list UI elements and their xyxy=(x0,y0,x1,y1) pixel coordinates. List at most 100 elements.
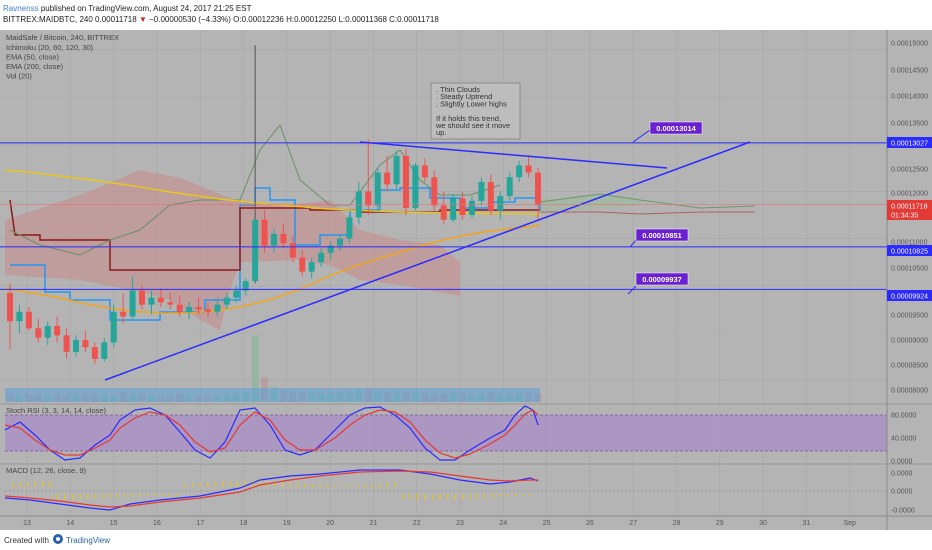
candle-body[interactable] xyxy=(148,297,155,305)
candlestick-series xyxy=(7,45,541,364)
candle-body[interactable] xyxy=(431,177,438,206)
macd-histogram-bar xyxy=(244,481,246,487)
candle-body[interactable] xyxy=(535,172,541,205)
candle-body[interactable] xyxy=(516,165,523,178)
candle-body[interactable] xyxy=(223,297,230,305)
macd-histogram-bar xyxy=(207,482,209,487)
candle-body[interactable] xyxy=(157,297,164,303)
candle-body[interactable] xyxy=(469,200,475,215)
candle-body[interactable] xyxy=(25,311,32,329)
candle-body[interactable] xyxy=(318,252,325,263)
candle-body[interactable] xyxy=(327,245,334,253)
volume-bars xyxy=(5,335,542,402)
time-tick-label: 13 xyxy=(23,520,31,527)
candle-body[interactable] xyxy=(195,307,202,310)
symbol-title: MaidSafe / Bitcoin, 240, BITTREX xyxy=(6,33,119,42)
candle-body[interactable] xyxy=(35,328,42,338)
candle-body[interactable] xyxy=(365,191,372,206)
candle-body[interactable] xyxy=(63,335,70,352)
candle-body[interactable] xyxy=(242,281,249,291)
candle-body[interactable] xyxy=(506,177,513,197)
candle-body[interactable] xyxy=(440,205,447,220)
macd-histogram-bar xyxy=(514,494,516,497)
macd-histogram-bar xyxy=(297,483,299,487)
level-label-box[interactable] xyxy=(649,121,703,135)
candle-body[interactable] xyxy=(16,311,23,322)
price-tag xyxy=(887,209,932,220)
candle-body[interactable] xyxy=(167,302,174,305)
symbol-line: BITTREX:MAIDBTC, 240 0.00011718 ▼ −0.000… xyxy=(3,15,439,24)
macd-histogram-bar xyxy=(312,484,314,487)
stoch-band xyxy=(5,415,887,451)
ascending-trendline[interactable] xyxy=(104,141,751,381)
candle-body[interactable] xyxy=(374,172,381,206)
candle-body[interactable] xyxy=(205,309,211,312)
candle-body[interactable] xyxy=(421,165,428,178)
price-tick-label: 0.00012500 xyxy=(891,167,928,174)
time-tick-label: 28 xyxy=(673,520,681,527)
candle-body[interactable] xyxy=(525,165,532,173)
candle-body[interactable] xyxy=(120,311,127,317)
price-tick-label: 0.00013500 xyxy=(891,121,928,128)
note-box[interactable] xyxy=(430,82,521,140)
level-label-box[interactable] xyxy=(635,228,689,242)
time-axis[interactable]: 13 14 15 16 17 18 19 20 21 22 23 24 25 26 27 28 29 30 31 Se… xyxy=(23,520,856,527)
candle-body[interactable] xyxy=(54,325,61,336)
candle-body[interactable] xyxy=(478,181,485,201)
candle-body[interactable] xyxy=(299,257,306,272)
chart-area[interactable]: 0.00013014 0.00010851 0.00009937 . Thin … xyxy=(0,30,932,530)
candle-body[interactable] xyxy=(459,198,466,215)
candle-body[interactable] xyxy=(412,165,419,208)
candle-body[interactable] xyxy=(176,304,183,312)
macd-histogram-bar xyxy=(64,494,66,500)
macd-title: MACD (12, 26, close, 9) xyxy=(6,466,87,475)
macd-histogram-bar xyxy=(492,494,494,498)
time-tick-label: 20 xyxy=(326,520,334,527)
candle-body[interactable] xyxy=(110,311,117,343)
candle-body[interactable] xyxy=(129,290,136,317)
candle-body[interactable] xyxy=(487,181,494,211)
candle-body[interactable] xyxy=(280,233,287,244)
candle-body[interactable] xyxy=(403,156,409,208)
level-label-pointer xyxy=(629,239,637,248)
macd-histogram-bar xyxy=(417,494,419,500)
candle-body[interactable] xyxy=(384,172,391,185)
candle-body[interactable] xyxy=(186,307,193,312)
candle-body[interactable] xyxy=(82,340,89,348)
stoch-title: Stoch RSI (3, 3, 14, 14, close) xyxy=(6,406,107,415)
candle-body[interactable] xyxy=(233,290,240,298)
macd-histogram-bar xyxy=(94,494,96,499)
price-tick-label: 0.00008000 xyxy=(891,388,928,395)
candle-body[interactable] xyxy=(450,198,457,220)
chart-canvas[interactable]: 0.00013014 0.00010851 0.00009937 . Thin … xyxy=(0,30,932,530)
tradingview-link[interactable]: TradingView xyxy=(66,536,111,545)
candle-body[interactable] xyxy=(261,219,268,246)
candle-body[interactable] xyxy=(214,304,221,312)
candle-body[interactable] xyxy=(252,219,259,282)
candle-body[interactable] xyxy=(271,233,277,246)
candle-body[interactable] xyxy=(7,292,13,322)
candle-body[interactable] xyxy=(308,262,315,272)
symbol-name: BITTREX:MAIDBTC, 240 xyxy=(3,15,93,24)
tradingview-logo-icon[interactable] xyxy=(52,533,64,545)
candle-body[interactable] xyxy=(44,325,51,338)
candle-body[interactable] xyxy=(393,156,400,185)
candle-body[interactable] xyxy=(337,238,343,246)
time-tick-label: 16 xyxy=(153,520,161,527)
macd-histogram-bar xyxy=(34,481,36,487)
candle-body[interactable] xyxy=(101,342,108,359)
author-link[interactable]: Ravnenss xyxy=(3,4,39,13)
time-tick-label: 30 xyxy=(759,520,767,527)
candle-body[interactable] xyxy=(289,243,296,258)
candle-body[interactable] xyxy=(91,347,98,359)
candle-body[interactable] xyxy=(73,340,79,352)
candle-body[interactable] xyxy=(497,196,504,211)
macd-histogram-bar xyxy=(432,494,434,500)
price-scale[interactable]: 0.00015000 0.00014500 0.00014000 0.00013500… xyxy=(887,41,932,515)
descending-trendline[interactable] xyxy=(359,141,668,169)
macd-histogram-bar xyxy=(319,484,321,487)
macd-histogram-bar xyxy=(507,494,509,497)
level-label-box[interactable] xyxy=(635,272,689,286)
candle-body[interactable] xyxy=(346,217,353,239)
candle-body[interactable] xyxy=(139,290,145,305)
